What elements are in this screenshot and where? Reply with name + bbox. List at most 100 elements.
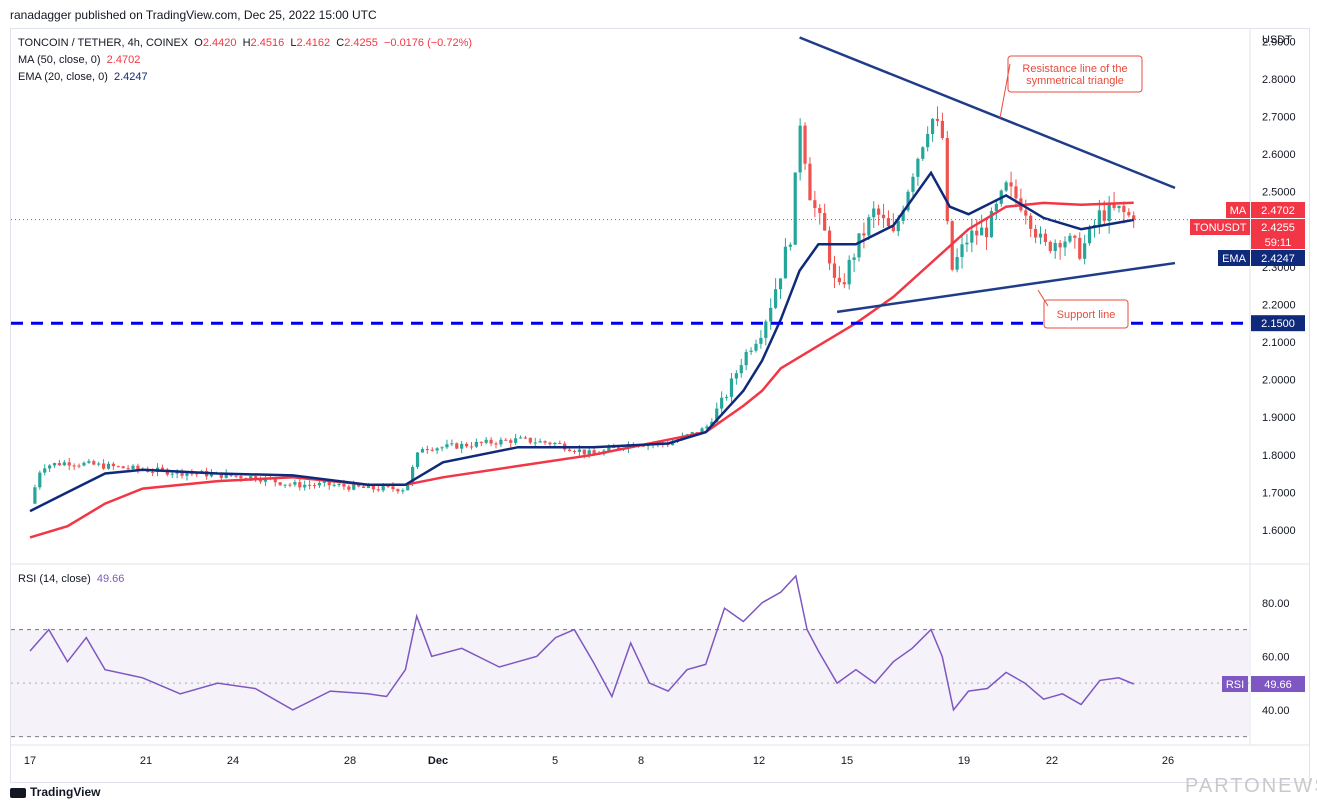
candle-body [538,441,542,443]
ema20-line [29,170,1134,513]
candle-body [1038,233,1043,238]
candle-body [1112,204,1116,209]
price-tick-label: 1.7000 [1262,487,1296,499]
price-tick-label: 2.7000 [1262,111,1296,123]
candle-body [641,445,645,447]
price-tick-label: 2.1000 [1262,337,1296,349]
candle-body [190,473,194,475]
price-tag-timer [1251,235,1305,249]
price-tick-label: 2.9000 [1262,36,1296,48]
candle-body [935,118,940,121]
candle-body [523,437,528,439]
candle-body [283,484,287,486]
candle-body [911,176,915,192]
candle-body [862,233,866,236]
candle-body [298,482,302,488]
candle-body [881,214,886,219]
candle-body [1033,228,1038,238]
candle-body [577,449,581,452]
tradingview-logo[interactable]: TradingView [10,785,100,799]
candle-body [312,485,317,487]
ema-legend[interactable]: EMA (20, close, 0) 2.4247 [18,71,148,83]
candle-body [518,437,523,439]
candle-body [499,439,503,445]
time-tick-label: 15 [841,755,853,767]
candle-body [440,447,444,449]
candle-body [891,226,895,232]
candle-body [1097,210,1101,225]
candle-body [1087,227,1092,244]
candle-body [1048,241,1052,252]
candle-body [126,468,130,470]
candle-body [1029,215,1033,229]
candle-body [121,466,125,469]
candle-body [391,486,395,490]
candle-body [1024,210,1028,216]
support-callout-text: Support line [1057,309,1116,321]
ohlc-low: L2.4162 [290,37,331,49]
resistance-callout-text: symmetrical triangle [1026,75,1124,87]
candle-body [185,473,189,476]
candle-body [774,289,778,308]
candle-body [783,246,788,279]
candle-body [587,450,591,455]
candle-body [195,473,199,475]
candle-body [43,468,47,473]
candle-body [607,446,611,451]
price-tag-value [1251,315,1305,332]
time-tick-label: 5 [552,755,558,767]
candle-body [1127,212,1131,216]
publisher-header: ranadagger published on TradingView.com,… [10,8,377,22]
candle-body [1122,205,1126,213]
candle-body [528,437,532,443]
candle-body [38,472,42,488]
time-tick-label: 24 [227,755,239,767]
candle-body [82,462,86,466]
time-tick-label: 22 [1046,755,1058,767]
tradingview-icon [10,787,26,798]
candle-body [460,443,464,449]
candle-body [278,482,282,486]
rsi-legend[interactable]: RSI (14, close) 49.66 [18,573,125,585]
rsi-tick-label: 40.00 [1262,705,1290,717]
candle-body [1058,242,1062,248]
candle-body [366,485,371,488]
candle-body [249,476,253,480]
candle-body [479,441,483,443]
candle-body [361,486,366,488]
candle-body [769,307,773,322]
candle-body [445,444,449,448]
candle-body [1009,182,1013,187]
candle-body [744,351,748,366]
candle-body [293,482,297,485]
candle-body [52,463,57,466]
candle-body [430,449,434,451]
candle-body [1107,204,1111,221]
candle-body [808,163,812,201]
candle-body [715,408,719,422]
candle-body [970,230,974,243]
candle-body [116,466,120,468]
rsi-tag-value [1251,676,1305,693]
candle-body [759,337,763,344]
candle-body [1117,205,1121,209]
candle-body [857,233,861,258]
candle-body [901,210,905,221]
candle-body [219,472,223,478]
price-tag-value [1251,202,1305,218]
trendlines [11,36,1249,325]
candle-body [921,147,925,159]
candle-body [376,489,380,491]
candle-body [303,484,307,488]
candle-body [62,462,66,466]
candle-body [97,463,101,465]
price-tick-label: 2.0000 [1262,375,1296,387]
candle-body [1132,215,1136,220]
candle-body [72,465,76,467]
ma-legend[interactable]: MA (50, close, 0) 2.4702 [18,54,141,66]
price-tick-label: 1.6000 [1262,525,1296,537]
candle-body [739,365,743,374]
rsi-axis: 40.00 60.00 80.00 [1262,598,1290,717]
candle-body [425,449,429,451]
